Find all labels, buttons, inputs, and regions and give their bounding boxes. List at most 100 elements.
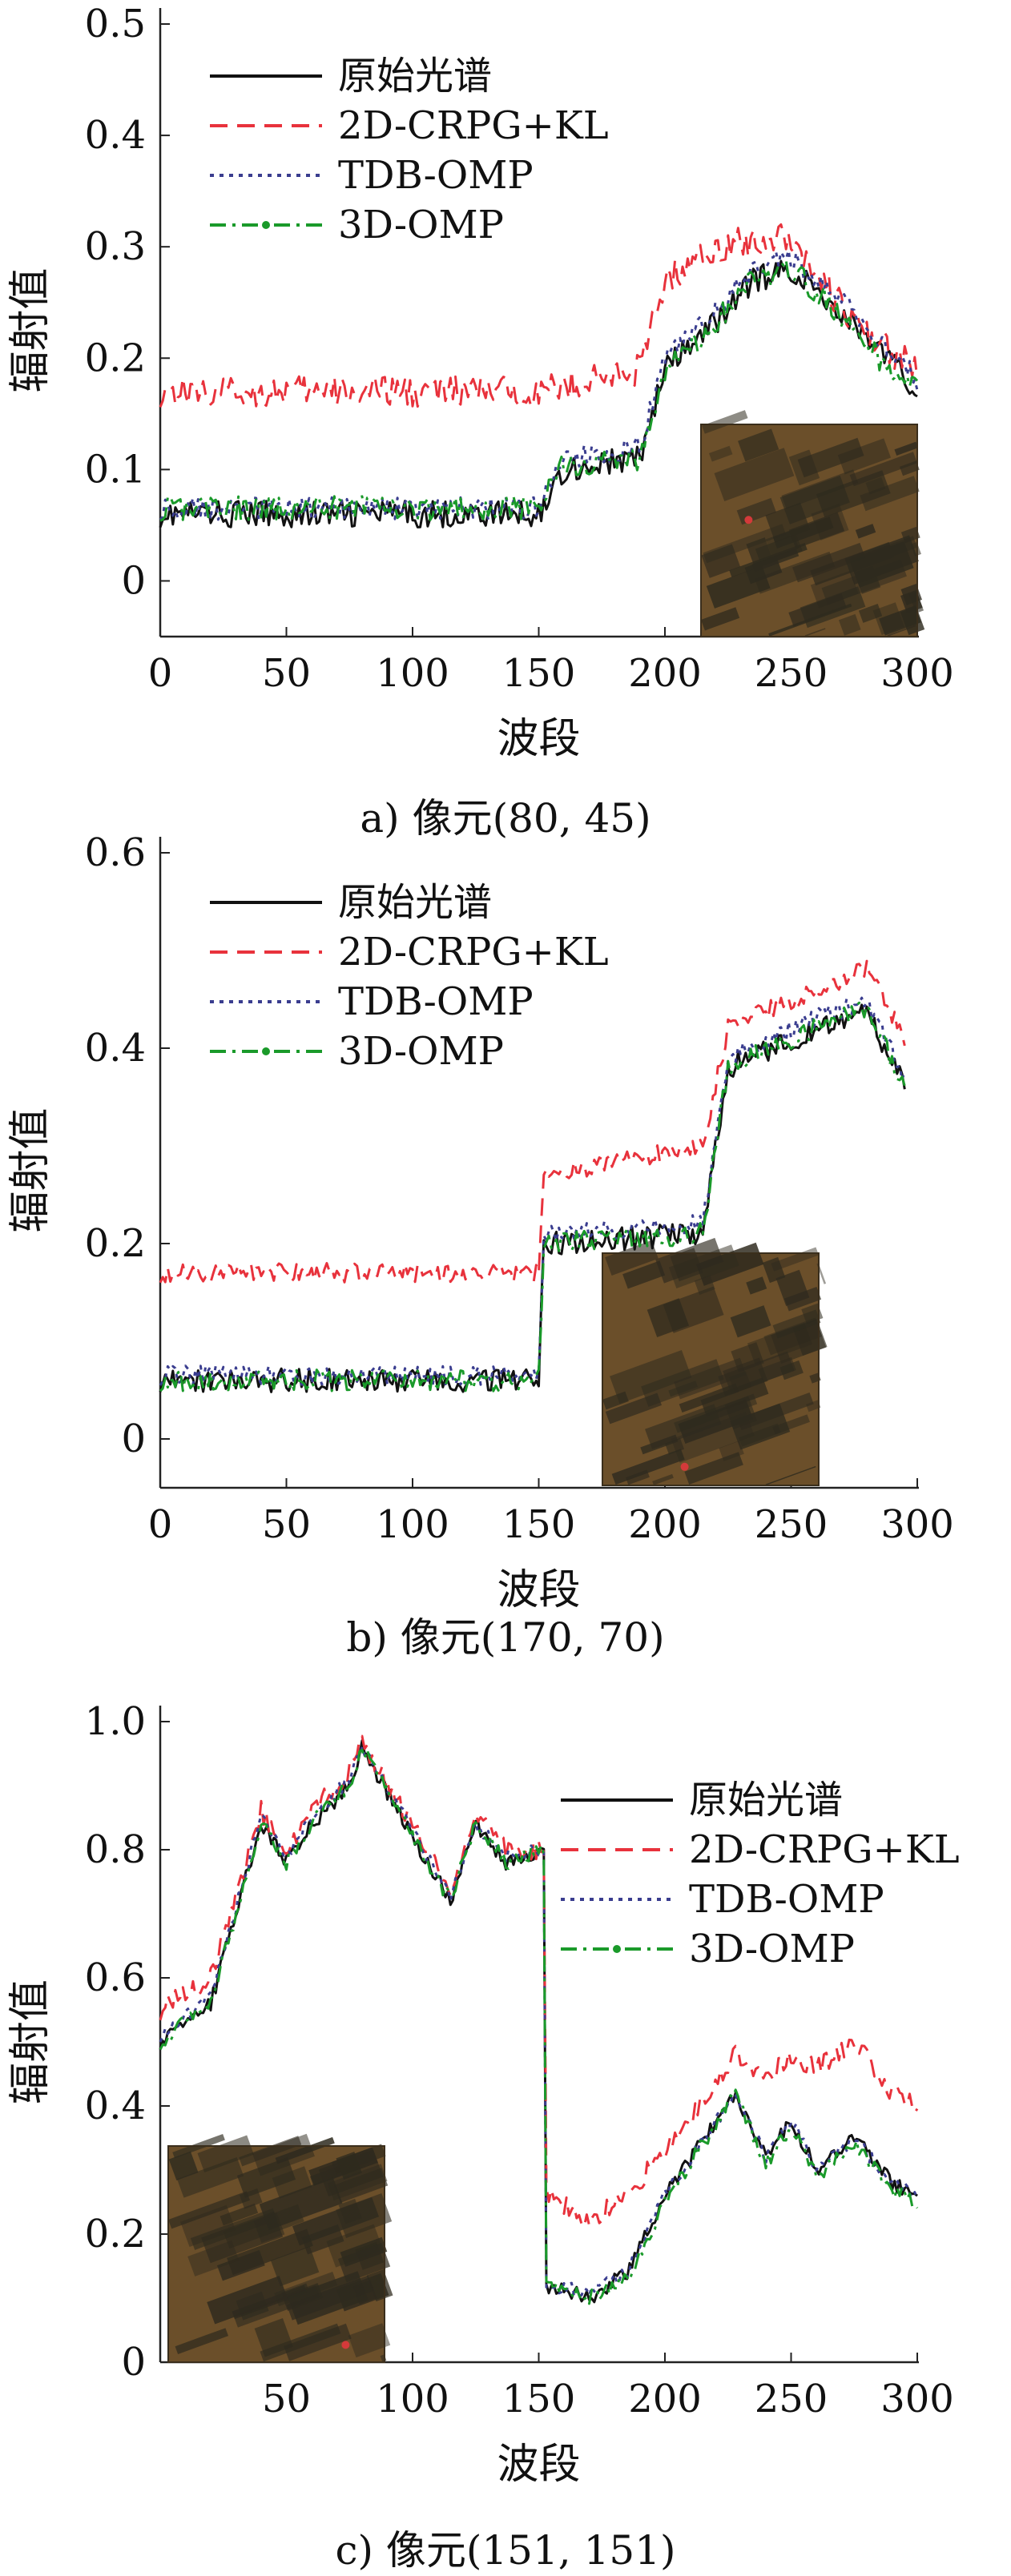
x-tick-label: 150 [502,2377,576,2421]
inset-texture-patch [910,541,921,557]
legend-label: 3D-OMP [689,1927,855,1971]
series-line [159,1734,919,2228]
inset-texture-patch [327,2164,388,2201]
legend-label: 3D-OMP [338,1029,504,1074]
y-tick-label: 0.1 [85,447,146,492]
inset-pixel-marker [744,516,753,524]
inset-texture-patch [858,603,883,623]
legend-label: TDB-OMP [338,979,534,1024]
inset-texture-patch [703,524,787,564]
inset-texture-patch [797,437,864,478]
inset-texture-patch [220,2203,259,2226]
y-tick-label: 0 [121,558,146,603]
inset-texture-patch [718,1351,795,1397]
x-tick-label: 250 [755,651,828,696]
inset-scene-image [167,2133,393,2363]
legend-label: 原始光谱 [338,54,492,98]
x-tick-label: 200 [628,651,702,696]
x-tick-label: 100 [376,1502,449,1547]
inset-texture-patch [275,2136,335,2164]
chart-panel-c: 50 100 150 200 250 300 0 0.2 0.4 0.6 0.8 1.0 波段 辐射值 原始… [6,1699,960,2489]
y-tick-label: 0.4 [85,2084,146,2128]
x-tick-label: 50 [262,2377,311,2421]
inset-texture-patch [286,2275,374,2321]
inset-texture-patch [652,1473,674,1485]
y-axis-label: 辐射值 [6,1979,54,2104]
x-tick-label: 100 [376,651,449,696]
series-line [159,996,906,1386]
x-tick-label: 300 [880,651,954,696]
inset-texture-patch [772,1414,810,1435]
inset-texture-patch [788,512,845,549]
inset-texture-patch [645,1404,722,1449]
inset-texture-patch [772,1309,821,1339]
inset-scene-image [602,1237,828,1486]
caption-panel-b: b) 像元(170, 70) [346,1614,665,1661]
y-tick-label: 0.4 [85,113,146,158]
y-tick-label: 1.0 [85,1699,146,1744]
inset-texture-patch [738,428,779,462]
x-tick-label: 50 [262,1502,311,1547]
inset-texture-patch [779,475,850,524]
inset-texture-patch [679,1383,739,1413]
x-axis-label: 波段 [497,715,580,763]
inset-texture-patch [771,1319,827,1364]
inset-texture-patch [894,441,919,456]
x-tick-label: 250 [755,2377,828,2421]
legend-label: TDB-OMP [338,153,534,198]
inset-texture-patch [908,591,924,613]
inset-texture-patch [611,1449,685,1485]
inset-texture-patch [168,2191,251,2229]
x-tick-label: 150 [502,651,576,696]
inset-texture-patch [844,535,919,585]
inset-texture-patch [792,542,866,583]
legend-label: 2D-CRPG+KL [689,1827,960,1872]
inset-texture-patch [887,625,916,637]
inset-texture-patch [855,524,876,539]
inset-texture-patch [207,2276,288,2325]
inset-texture-patch [701,607,740,631]
inset-pixel-marker [341,2341,350,2349]
inset-texture-patch [730,1305,771,1338]
legend-label: 原始光谱 [338,880,492,925]
inset-texture-patch [197,2135,254,2173]
x-tick-label: 0 [148,1502,173,1547]
series-line [159,1746,919,2297]
inset-texture-patch [849,452,918,487]
y-tick-label: 0.3 [85,224,146,269]
inset-texture-patch [175,2328,228,2355]
inset-texture-patch [837,438,892,475]
inset-texture-patch [744,556,783,585]
x-axis-label: 波段 [497,2441,580,2489]
inset-texture-patch [700,1377,769,1417]
caption-panel-c: c) 像元(151, 151) [335,2527,676,2574]
inset-texture-patch [860,476,920,512]
inset-texture-patch [879,605,921,636]
series-line [159,1001,906,1392]
inset-texture-patch [640,1434,679,1455]
inset-texture-patch [671,1412,755,1463]
inset-texture-patch [236,2157,296,2198]
legend-label: 2D-CRPG+KL [338,930,609,975]
inset-texture-patch [187,2240,240,2277]
x-tick-label: 200 [628,2377,702,2421]
inset-texture-patch [168,2151,199,2181]
inset-texture-patch [765,1465,816,1485]
inset-texture-patch [702,410,748,434]
inset-texture-patch [259,2177,343,2231]
legend-label: 原始光谱 [689,1778,843,1822]
inset-texture-patch [838,613,861,636]
y-tick-label: 0.2 [85,336,146,380]
inset-border [167,2145,385,2363]
inset-texture-patch [899,460,920,476]
inset-border [602,1252,820,1486]
inset-texture-patch [641,1359,724,1407]
x-tick-label: 100 [376,2377,449,2421]
inset-scene-image [700,410,925,637]
y-axis-label: 辐射值 [6,1107,54,1232]
x-tick-label: 300 [880,1502,954,1547]
inset-texture-patch [719,1441,744,1461]
legend-marker [613,1945,621,1953]
legend-marker [262,1047,270,1055]
inset-texture-patch [708,445,733,462]
